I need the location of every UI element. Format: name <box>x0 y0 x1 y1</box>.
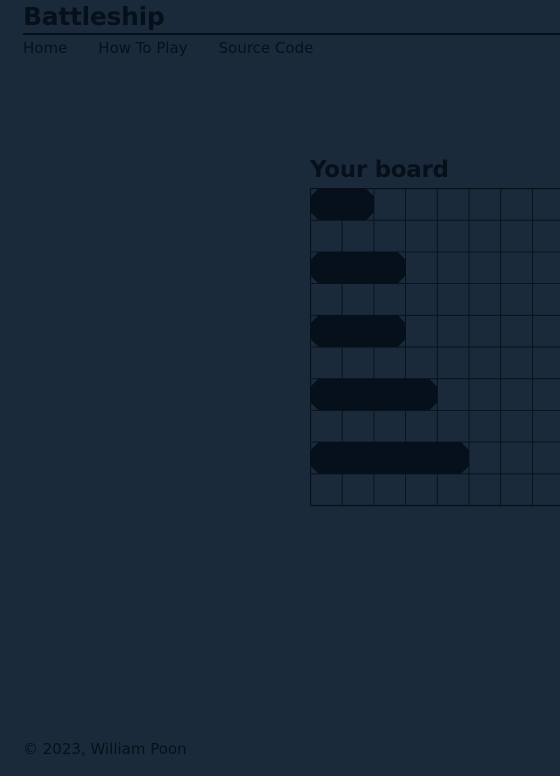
board-cell[interactable] <box>468 188 502 221</box>
board-cell[interactable] <box>531 378 560 411</box>
board-cell[interactable] <box>373 473 407 506</box>
board-cell[interactable] <box>341 473 375 506</box>
board-cell[interactable] <box>531 473 560 506</box>
board-cell[interactable] <box>405 283 438 316</box>
board-cell[interactable] <box>436 283 470 316</box>
board-cell[interactable] <box>531 283 560 316</box>
nav-link-source-code[interactable]: Source Code <box>218 39 314 57</box>
board-cell[interactable] <box>436 188 470 221</box>
board-cell[interactable] <box>468 346 502 380</box>
board-cell[interactable] <box>531 314 560 348</box>
board-cell[interactable] <box>436 219 470 253</box>
ship-4 <box>310 378 438 411</box>
board-cell[interactable] <box>341 409 375 443</box>
board-cell[interactable] <box>500 473 533 506</box>
ship-3 <box>310 315 406 347</box>
ship-5 <box>310 442 469 474</box>
board-cell[interactable] <box>500 314 533 348</box>
board-cell[interactable] <box>405 188 438 221</box>
site-title: Battleship <box>23 2 165 31</box>
board-cell[interactable] <box>531 441 560 475</box>
board-cell[interactable] <box>500 251 533 285</box>
board-cell[interactable] <box>373 219 407 253</box>
board-cell[interactable] <box>405 251 438 285</box>
board-cell[interactable] <box>500 409 533 443</box>
board-cell[interactable] <box>468 473 502 506</box>
nav-link-home[interactable]: Home <box>23 39 68 57</box>
board-cell[interactable] <box>405 219 438 253</box>
board-cell[interactable] <box>405 473 438 506</box>
board-cell[interactable] <box>310 283 343 316</box>
board-cell[interactable] <box>373 409 407 443</box>
board-cell[interactable] <box>436 409 470 443</box>
board-cell[interactable] <box>468 409 502 443</box>
board-cell[interactable] <box>405 409 438 443</box>
board-border <box>310 188 560 507</box>
board-cell[interactable] <box>373 346 407 380</box>
board-title: Your board <box>310 157 449 183</box>
board-cell[interactable] <box>500 188 533 221</box>
board-cell[interactable] <box>531 219 560 253</box>
board-cell[interactable] <box>531 346 560 380</box>
footer-copyright: © 2023, William Poon <box>23 740 187 758</box>
board-cell[interactable] <box>468 219 502 253</box>
board-cell[interactable] <box>500 346 533 380</box>
board-cell[interactable] <box>405 314 438 348</box>
board-cell[interactable] <box>500 378 533 411</box>
player-board <box>310 188 560 508</box>
header-divider <box>23 33 560 35</box>
board-cell[interactable] <box>531 409 560 443</box>
board-cell[interactable] <box>310 473 343 506</box>
board-cell[interactable] <box>310 346 343 380</box>
board-cell[interactable] <box>500 441 533 475</box>
board-cell[interactable] <box>405 346 438 380</box>
board-cell[interactable] <box>341 219 375 253</box>
board-cell[interactable] <box>436 473 470 506</box>
board-cell[interactable] <box>468 441 502 475</box>
board-cell[interactable] <box>500 283 533 316</box>
board-cell[interactable] <box>468 251 502 285</box>
ship-1 <box>310 188 374 221</box>
board-cell[interactable] <box>436 314 470 348</box>
board-cell[interactable] <box>468 378 502 411</box>
main-nav: Home How To Play Source Code <box>23 37 344 59</box>
board-grid <box>310 188 560 507</box>
board-cell[interactable] <box>310 219 343 253</box>
board-cell[interactable] <box>310 409 343 443</box>
board-cell[interactable] <box>373 283 407 316</box>
board-cell[interactable] <box>436 378 470 411</box>
board-cell[interactable] <box>341 283 375 316</box>
board-cell[interactable] <box>468 314 502 348</box>
board-cell[interactable] <box>531 188 560 221</box>
board-cell[interactable] <box>500 219 533 253</box>
board-cell[interactable] <box>373 188 407 221</box>
board-cell[interactable] <box>341 346 375 380</box>
board-cell[interactable] <box>531 251 560 285</box>
ship-2 <box>310 251 406 284</box>
board-cell[interactable] <box>436 346 470 380</box>
board-cell[interactable] <box>436 251 470 285</box>
nav-link-how-to-play[interactable]: How To Play <box>98 39 188 57</box>
board-cell[interactable] <box>468 283 502 316</box>
